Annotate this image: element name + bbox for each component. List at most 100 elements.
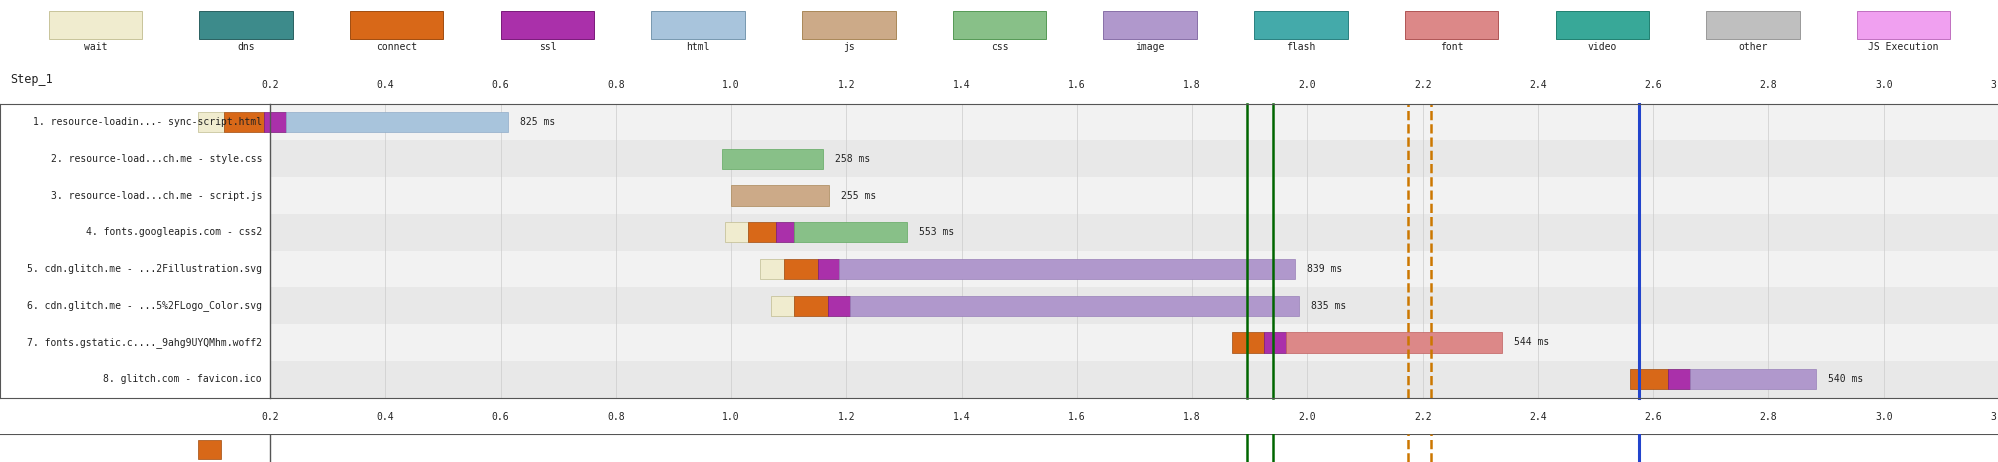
Text: css: css [991,42,1007,52]
Bar [270,104,1998,140]
Text: 8. glitch.com - favicon.ico: 8. glitch.com - favicon.ico [104,374,262,384]
Text: 2.6: 2.6 [1644,79,1660,90]
Text: 255 ms: 255 ms [841,190,875,201]
Text: Step_1: Step_1 [10,73,52,86]
Text: 1.8: 1.8 [1183,412,1201,422]
Text: 825 ms: 825 ms [519,117,555,127]
Text: 1.0: 1.0 [721,412,739,422]
Text: 6. cdn.glitch.me - ...5%2FLogo_Color.svg: 6. cdn.glitch.me - ...5%2FLogo_Color.svg [28,300,262,311]
FancyBboxPatch shape [500,11,593,39]
Text: js: js [843,42,855,52]
Text: wait: wait [84,42,108,52]
Text: 1.0: 1.0 [721,79,739,90]
Bar [198,112,224,132]
Text: 1. resource-loadin...- sync-script.html: 1. resource-loadin...- sync-script.html [32,117,262,127]
Bar [1285,332,1500,353]
Text: 258 ms: 258 ms [835,154,869,164]
Text: connect: connect [376,42,418,52]
Text: 0.2: 0.2 [262,412,278,422]
Bar [721,149,823,169]
Bar [198,440,222,459]
Bar [1666,369,1688,389]
FancyBboxPatch shape [1856,11,1950,39]
Bar [725,222,747,243]
Text: flash: flash [1285,42,1315,52]
Bar [270,140,1998,177]
Text: 1.2: 1.2 [837,412,855,422]
Text: 3.0: 3.0 [1874,412,1892,422]
Text: 3.2: 3.2 [1990,412,1998,422]
FancyBboxPatch shape [1103,11,1197,39]
Bar [771,296,793,316]
Bar [1233,332,1263,353]
FancyBboxPatch shape [801,11,895,39]
Text: 5. cdn.glitch.me - ...2Fillustration.svg: 5. cdn.glitch.me - ...2Fillustration.svg [28,264,262,274]
Text: 1.8: 1.8 [1183,79,1201,90]
Text: 553 ms: 553 ms [919,227,953,237]
Text: 839 ms: 839 ms [1307,264,1341,274]
Text: dns: dns [238,42,254,52]
Bar [731,185,829,206]
Bar [264,112,286,132]
Bar [0,250,270,287]
Bar [0,434,270,462]
Text: 3. resource-load...ch.me - script.js: 3. resource-load...ch.me - script.js [50,190,262,201]
Bar [759,259,783,279]
Bar [839,259,1295,279]
Text: 0.4: 0.4 [376,79,394,90]
Text: 4. fonts.googleapis.com - css2: 4. fonts.googleapis.com - css2 [86,227,262,237]
Bar [747,222,775,243]
Text: 0.6: 0.6 [492,79,509,90]
FancyBboxPatch shape [1706,11,1798,39]
Text: 3.2: 3.2 [1990,79,1998,90]
Bar [1628,369,1666,389]
FancyBboxPatch shape [1405,11,1498,39]
Bar [0,361,270,397]
Text: html: html [685,42,709,52]
Bar [224,112,264,132]
Text: 2.2: 2.2 [1413,412,1431,422]
Text: 1.4: 1.4 [953,412,969,422]
Text: other: other [1738,42,1766,52]
Text: 1.4: 1.4 [953,79,969,90]
Bar [817,259,839,279]
Bar [793,222,907,243]
Bar [0,287,270,324]
Bar [849,296,1299,316]
Text: 0.8: 0.8 [607,79,623,90]
Text: 540 ms: 540 ms [1828,374,1862,384]
Text: 2.0: 2.0 [1299,412,1315,422]
Text: 0.6: 0.6 [492,412,509,422]
Text: 7. fonts.gstatic.c...._9ahg9UYQMhm.woff2: 7. fonts.gstatic.c...._9ahg9UYQMhm.woff2 [28,337,262,348]
Bar [0,140,270,177]
FancyBboxPatch shape [953,11,1045,39]
Bar [0,324,270,361]
Bar [1263,332,1285,353]
Text: 0.8: 0.8 [607,412,623,422]
Text: 835 ms: 835 ms [1311,301,1347,311]
Text: JS Execution: JS Execution [1868,42,1938,52]
Bar [270,287,1998,324]
Text: 1.6: 1.6 [1067,79,1085,90]
Text: 2.4: 2.4 [1528,79,1546,90]
FancyBboxPatch shape [1253,11,1347,39]
Text: 1.2: 1.2 [837,79,855,90]
FancyBboxPatch shape [200,11,292,39]
FancyBboxPatch shape [1554,11,1648,39]
Text: 2.8: 2.8 [1758,412,1776,422]
Bar [0,177,270,214]
Text: 1.6: 1.6 [1067,412,1085,422]
Text: 2.8: 2.8 [1758,79,1776,90]
Bar [793,296,827,316]
FancyBboxPatch shape [350,11,444,39]
Text: 2.6: 2.6 [1644,412,1660,422]
Bar [270,250,1998,287]
Text: 2.2: 2.2 [1413,79,1431,90]
Bar [0,214,270,250]
Bar [270,177,1998,214]
Text: 3.0: 3.0 [1874,79,1892,90]
Text: 544 ms: 544 ms [1512,337,1548,347]
Bar [286,112,507,132]
Bar [775,222,793,243]
Text: image: image [1135,42,1165,52]
